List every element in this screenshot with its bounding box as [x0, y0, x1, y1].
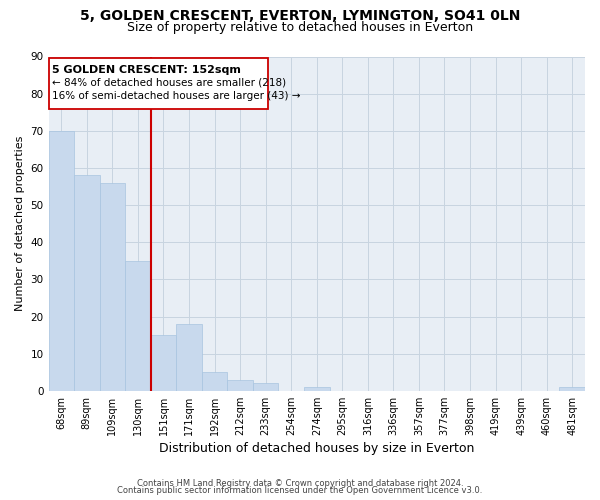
- Text: Contains HM Land Registry data © Crown copyright and database right 2024.: Contains HM Land Registry data © Crown c…: [137, 478, 463, 488]
- Text: ← 84% of detached houses are smaller (218): ← 84% of detached houses are smaller (21…: [52, 78, 286, 88]
- Bar: [176, 324, 202, 391]
- FancyBboxPatch shape: [49, 58, 268, 108]
- Text: 5, GOLDEN CRESCENT, EVERTON, LYMINGTON, SO41 0LN: 5, GOLDEN CRESCENT, EVERTON, LYMINGTON, …: [80, 9, 520, 23]
- Bar: [253, 384, 278, 391]
- Bar: [125, 261, 151, 391]
- Y-axis label: Number of detached properties: Number of detached properties: [15, 136, 25, 312]
- Bar: [151, 335, 176, 391]
- Text: Size of property relative to detached houses in Everton: Size of property relative to detached ho…: [127, 21, 473, 34]
- Bar: [304, 387, 329, 391]
- Bar: [559, 387, 585, 391]
- Bar: [74, 176, 100, 391]
- X-axis label: Distribution of detached houses by size in Everton: Distribution of detached houses by size …: [159, 442, 475, 455]
- Text: Contains public sector information licensed under the Open Government Licence v3: Contains public sector information licen…: [118, 486, 482, 495]
- Bar: [202, 372, 227, 391]
- Text: 5 GOLDEN CRESCENT: 152sqm: 5 GOLDEN CRESCENT: 152sqm: [52, 65, 241, 75]
- Text: 16% of semi-detached houses are larger (43) →: 16% of semi-detached houses are larger (…: [52, 91, 301, 101]
- Bar: [100, 183, 125, 391]
- Bar: [227, 380, 253, 391]
- Bar: [49, 131, 74, 391]
